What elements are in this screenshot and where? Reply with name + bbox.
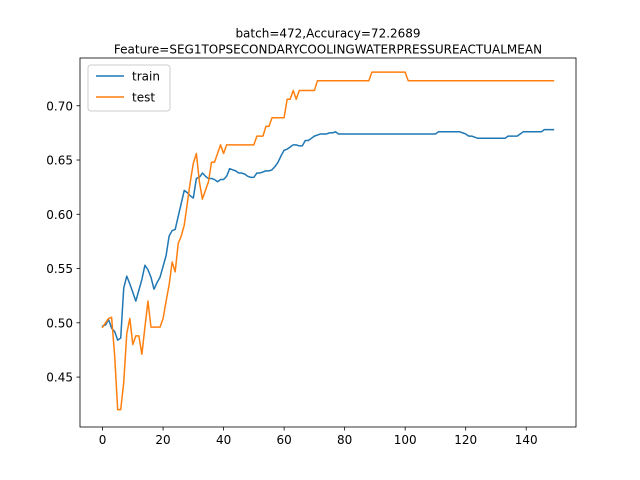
series-line-test xyxy=(101,71,555,411)
x-tick-label: 120 xyxy=(454,433,477,447)
x-tick-label: 60 xyxy=(276,433,291,447)
y-tick-label: 0.45 xyxy=(46,371,73,385)
y-tick-label: 0.65 xyxy=(46,154,73,168)
series-line-train xyxy=(101,128,555,341)
axes-frame xyxy=(79,57,577,428)
chart-subtitle: Feature=SEG1TOPSECONDARYCOOLINGWATERPRES… xyxy=(114,43,542,57)
legend-label-test: test xyxy=(132,91,155,105)
x-tick-label: 0 xyxy=(99,433,107,447)
x-tick-label: 140 xyxy=(515,433,538,447)
x-axis: 0 20 40 60 80 100 120 140 xyxy=(99,427,538,447)
x-tick-label: 20 xyxy=(155,433,170,447)
legend: train test xyxy=(87,64,171,112)
x-tick-label: 80 xyxy=(337,433,352,447)
x-tick-label: 40 xyxy=(216,433,231,447)
y-axis: 0.45 0.50 0.55 0.60 0.65 0.70 xyxy=(46,99,80,385)
y-tick-label: 0.70 xyxy=(46,99,73,113)
y-tick-label: 0.55 xyxy=(46,262,73,276)
chart-title: batch=472,Accuracy=72.2689 xyxy=(235,27,420,41)
plot-area xyxy=(79,57,577,428)
x-tick-label: 100 xyxy=(394,433,417,447)
legend-label-train: train xyxy=(132,70,160,84)
y-tick-label: 0.60 xyxy=(46,208,73,222)
y-tick-label: 0.50 xyxy=(46,316,73,330)
